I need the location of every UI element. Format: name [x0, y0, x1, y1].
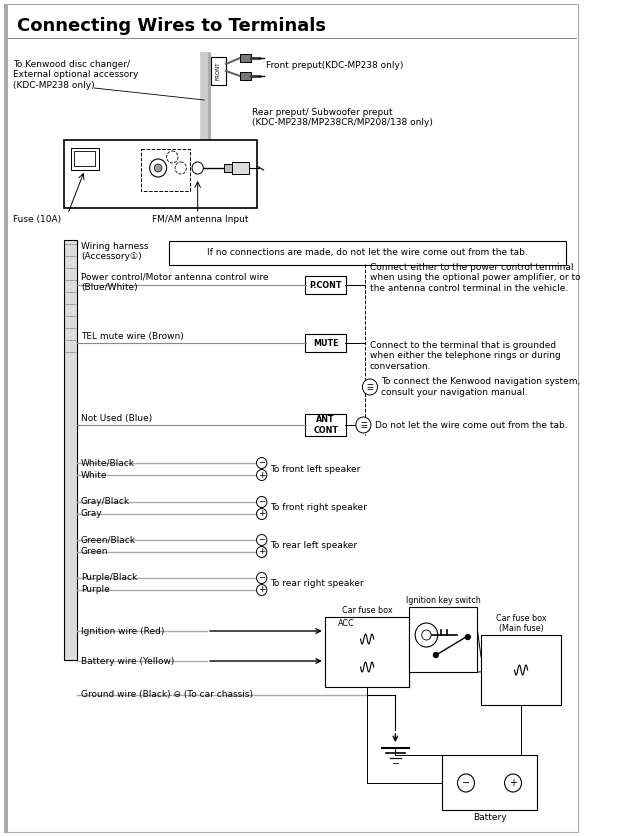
Text: −: −	[258, 573, 265, 583]
Text: Green: Green	[81, 548, 108, 557]
Text: FM/AM antenna Input: FM/AM antenna Input	[153, 215, 249, 224]
Text: Ignition wire (Red): Ignition wire (Red)	[81, 626, 164, 635]
Bar	[141, 149, 190, 191]
Text: Rear preput/ Subwoofer preput
(KDC-MP238/MP238CR/MP208/138 only): Rear preput/ Subwoofer preput (KDC-MP238…	[252, 108, 433, 127]
Text: Not Used (Blue): Not Used (Blue)	[81, 414, 152, 423]
Bar	[4, 4, 7, 832]
Text: Battery: Battery	[473, 813, 506, 822]
Bar	[64, 240, 77, 660]
Circle shape	[256, 547, 267, 558]
Text: Car fuse box: Car fuse box	[342, 606, 392, 615]
Circle shape	[415, 623, 438, 647]
Circle shape	[256, 457, 267, 468]
Text: To front left speaker: To front left speaker	[270, 465, 360, 473]
Text: −: −	[258, 497, 265, 507]
Text: ACC: ACC	[338, 619, 355, 628]
Circle shape	[457, 774, 475, 792]
Circle shape	[465, 635, 470, 640]
Text: MUTE: MUTE	[313, 339, 339, 348]
Text: To Kenwood disc changer/
External optional accessory
(KDC-MP238 only): To Kenwood disc changer/ External option…	[13, 60, 138, 89]
Bar	[232, 162, 248, 174]
Bar	[442, 755, 536, 810]
Text: Ground wire (Black) ⊖ (To car chassis): Ground wire (Black) ⊖ (To car chassis)	[81, 691, 253, 700]
Bar	[325, 617, 410, 687]
FancyBboxPatch shape	[169, 241, 565, 265]
Text: ☰: ☰	[366, 383, 373, 391]
Circle shape	[433, 653, 438, 657]
Text: ANT
CONT: ANT CONT	[313, 415, 338, 435]
Text: Gray: Gray	[81, 509, 103, 518]
Text: Connect either to the power control terminal
when using the optional power ampli: Connect either to the power control term…	[370, 263, 580, 293]
Text: Front preput(KDC-MP238 only): Front preput(KDC-MP238 only)	[266, 60, 404, 69]
Bar	[240, 54, 252, 62]
Text: To rear left speaker: To rear left speaker	[270, 542, 357, 550]
Text: White/Black: White/Black	[81, 458, 135, 467]
Circle shape	[362, 379, 378, 395]
Circle shape	[175, 162, 187, 174]
Bar	[211, 57, 226, 85]
Text: To front right speaker: To front right speaker	[270, 503, 367, 512]
Text: Connect to the terminal that is grounded
when either the telephone rings or duri: Connect to the terminal that is grounded…	[370, 341, 561, 371]
Bar	[70, 148, 99, 170]
Text: FRONT: FRONT	[216, 62, 221, 80]
Text: Purple: Purple	[81, 585, 110, 594]
Circle shape	[421, 630, 431, 640]
Text: Do not let the wire come out from the tab.: Do not let the wire come out from the ta…	[375, 421, 567, 430]
Circle shape	[256, 534, 267, 546]
Text: Gray/Black: Gray/Black	[81, 497, 130, 507]
FancyBboxPatch shape	[305, 414, 347, 436]
Text: −: −	[258, 458, 265, 467]
Circle shape	[150, 159, 167, 177]
Text: Connecting Wires to Terminals: Connecting Wires to Terminals	[17, 17, 326, 35]
Text: Fuse (10A): Fuse (10A)	[13, 215, 61, 224]
FancyBboxPatch shape	[305, 334, 347, 352]
Text: Green/Black: Green/Black	[81, 536, 136, 544]
Bar	[481, 635, 561, 705]
Text: Wiring harness
(Accessory①): Wiring harness (Accessory①)	[81, 242, 148, 262]
Circle shape	[256, 470, 267, 481]
Text: Ignition key switch: Ignition key switch	[406, 596, 481, 605]
Circle shape	[256, 584, 267, 595]
Circle shape	[356, 417, 371, 433]
Circle shape	[256, 497, 267, 507]
Text: +: +	[509, 778, 517, 788]
Text: −: −	[462, 778, 470, 788]
Text: Purple/Black: Purple/Black	[81, 573, 137, 583]
Circle shape	[167, 151, 178, 163]
Text: +: +	[258, 548, 266, 557]
Text: Battery wire (Yellow): Battery wire (Yellow)	[81, 656, 174, 665]
Text: White: White	[81, 471, 108, 480]
Text: To connect the Kenwood navigation system,
consult your navigation manual.: To connect the Kenwood navigation system…	[381, 377, 580, 397]
Text: Power control/Motor antenna control wire
(Blue/White): Power control/Motor antenna control wire…	[81, 273, 268, 293]
Text: TEL mute wire (Brown): TEL mute wire (Brown)	[81, 332, 184, 341]
Text: +: +	[258, 509, 266, 518]
FancyBboxPatch shape	[305, 276, 347, 294]
Circle shape	[256, 508, 267, 519]
Text: −: −	[258, 536, 265, 544]
Text: +: +	[258, 471, 266, 480]
Bar	[74, 151, 95, 166]
Text: If no connections are made, do not let the wire come out from the tab.: If no connections are made, do not let t…	[207, 248, 528, 257]
Text: ☰: ☰	[360, 421, 367, 430]
Circle shape	[504, 774, 522, 792]
Bar	[64, 140, 257, 208]
Text: +: +	[258, 585, 266, 594]
Circle shape	[256, 573, 267, 584]
Bar	[410, 607, 477, 672]
Bar	[240, 72, 252, 80]
Bar	[224, 164, 232, 172]
Text: P.CONT: P.CONT	[310, 281, 342, 289]
Text: Car fuse box
(Main fuse): Car fuse box (Main fuse)	[496, 614, 546, 633]
Text: To rear right speaker: To rear right speaker	[270, 579, 364, 589]
Circle shape	[192, 162, 203, 174]
Circle shape	[154, 164, 162, 172]
